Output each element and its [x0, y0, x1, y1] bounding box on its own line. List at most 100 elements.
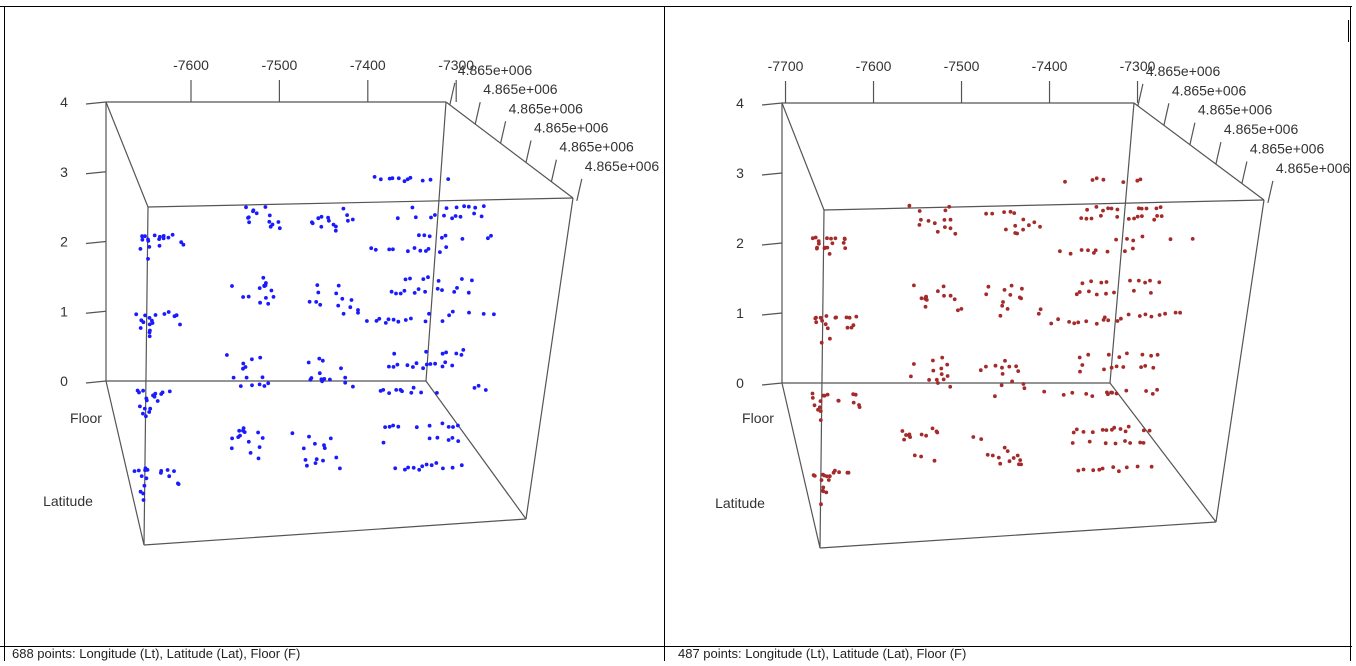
data-point [940, 355, 945, 360]
data-point [1125, 351, 1129, 356]
data-point [307, 299, 312, 304]
data-point [1104, 280, 1109, 284]
data-point [244, 375, 249, 380]
data-point [1136, 206, 1141, 211]
data-point [952, 297, 957, 302]
data-point [161, 234, 166, 238]
data-point [446, 177, 451, 182]
data-point [1007, 459, 1012, 464]
data-point [1008, 293, 1013, 297]
data-point [1112, 290, 1116, 295]
data-point [321, 458, 325, 463]
data-point [403, 277, 408, 282]
data-point [237, 428, 242, 433]
x-axis: -7700 -7600 -7500 -7400 -7300 [768, 58, 1156, 103]
data-point [241, 361, 246, 366]
data-point [152, 394, 157, 399]
data-point [1110, 390, 1114, 395]
data-point [1061, 393, 1066, 397]
data-point [383, 321, 388, 325]
data-point [849, 325, 854, 330]
data-point [176, 482, 181, 486]
data-point [1143, 312, 1148, 317]
data-point [1147, 428, 1152, 433]
data-point [260, 436, 265, 440]
x-axis: -7600 -7500 -7400 -7300 [173, 57, 474, 102]
data-point [446, 425, 451, 429]
data-point [250, 357, 254, 362]
data-point [261, 275, 266, 280]
data-point [434, 461, 439, 465]
data-point [1101, 208, 1105, 213]
data-point [377, 316, 382, 321]
data-point [1079, 248, 1084, 252]
data-point [147, 330, 152, 335]
data-point [1109, 365, 1114, 370]
table-border-left [4, 6, 5, 661]
data-point [157, 243, 162, 248]
data-point [1090, 394, 1095, 398]
data-point [268, 224, 273, 229]
data-point [1137, 314, 1142, 318]
data-point [919, 454, 923, 459]
y-tick-mark [449, 82, 456, 106]
data-point [387, 247, 392, 252]
data-point [373, 247, 378, 252]
table-border-row [0, 646, 1352, 647]
data-point [264, 296, 268, 300]
z-tick-mark [85, 171, 107, 175]
data-point [827, 474, 832, 479]
data-point [267, 213, 272, 218]
y-tick-label: 4.865e+006 [509, 100, 584, 116]
box-edge [105, 101, 149, 208]
data-point [935, 229, 940, 234]
data-point [349, 298, 354, 302]
data-point [395, 362, 400, 367]
data-point [1115, 215, 1120, 219]
data-point [931, 368, 936, 373]
z-axis: 0 1 2 3 4 [736, 95, 783, 391]
y-tick-label: 4.865e+006 [534, 119, 609, 135]
box-edge [425, 101, 447, 382]
data-point [440, 288, 444, 292]
data-point [1157, 313, 1162, 317]
data-point [394, 291, 398, 296]
data-point [1011, 456, 1016, 460]
data-point [421, 366, 425, 371]
plot-box [781, 102, 1265, 549]
data-point [466, 204, 471, 209]
data-point [440, 319, 445, 323]
data-point [932, 458, 937, 463]
data-point [817, 405, 822, 410]
data-point [435, 391, 439, 395]
data-point [411, 465, 416, 470]
data-point [1005, 449, 1010, 453]
box-edge [1109, 102, 1135, 384]
data-point [932, 221, 937, 226]
data-point [1152, 217, 1157, 222]
data-point [460, 237, 465, 241]
box-edge [823, 199, 1265, 211]
data-point [1077, 355, 1082, 360]
data-point [351, 384, 355, 389]
data-point [1114, 237, 1118, 242]
data-point [818, 418, 823, 422]
data-point [148, 406, 153, 411]
data-point [460, 277, 464, 281]
data-point [984, 364, 988, 369]
data-point [1072, 321, 1077, 326]
data-point [424, 462, 429, 467]
y-tick-mark [500, 121, 507, 144]
data-point [1094, 292, 1099, 297]
data-point [429, 463, 434, 468]
data-point [1056, 317, 1060, 322]
data-point [842, 236, 847, 241]
data-point [411, 385, 416, 390]
data-point [450, 216, 454, 221]
data-point [1141, 428, 1146, 433]
data-point [1100, 466, 1105, 471]
data-point [336, 283, 341, 288]
data-point [1141, 441, 1146, 445]
data-point [1111, 465, 1116, 469]
data-point [926, 219, 931, 223]
